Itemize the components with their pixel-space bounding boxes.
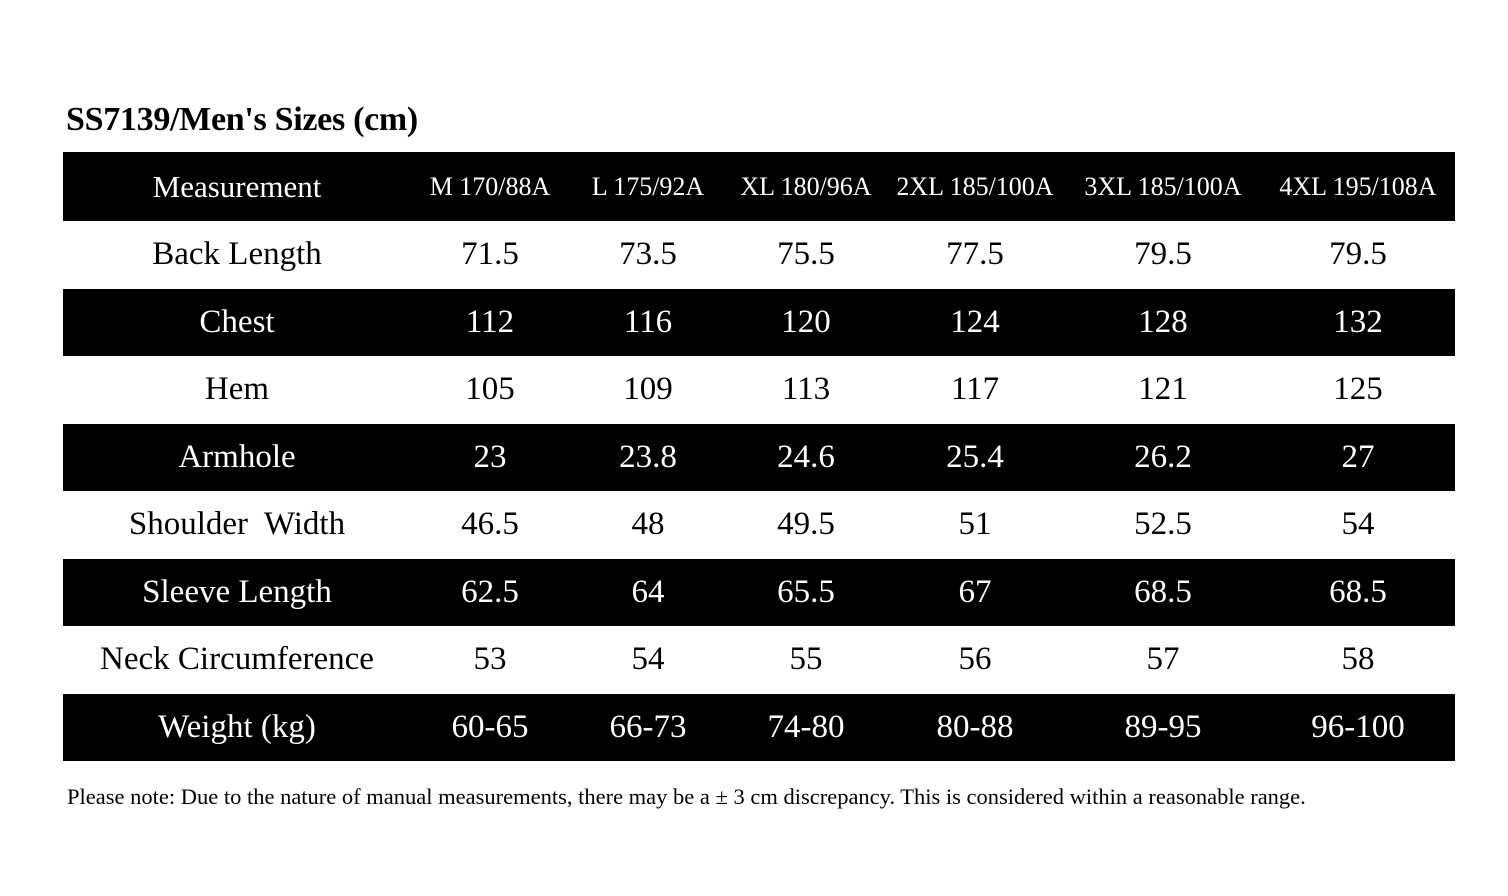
table-cell: 62.5 xyxy=(461,573,519,610)
table-row: Hem 105 109 113 117 121 125 xyxy=(63,356,1455,424)
column-header-size-3xl: 3XL 185/100A xyxy=(1084,171,1242,201)
table-cell: 73.5 xyxy=(619,236,677,273)
table-cell: 23.8 xyxy=(619,438,677,475)
table-cell: 64 xyxy=(631,573,665,610)
row-label: Armhole xyxy=(178,438,296,475)
table-cell: 77.5 xyxy=(946,236,1004,273)
table-cell: 46.5 xyxy=(461,506,519,543)
row-label: Sleeve Length xyxy=(142,573,332,610)
table-cell: 49.5 xyxy=(777,506,835,543)
table-cell: 124 xyxy=(950,303,1000,340)
table-cell: 25.4 xyxy=(946,438,1004,475)
table-cell: 121 xyxy=(1138,371,1188,408)
size-chart-table: Measurement M 170/88A L 175/92A XL 180/9… xyxy=(63,152,1455,761)
table-row: Shoulder Width 46.5 48 49.5 51 52.5 54 xyxy=(63,491,1455,559)
row-label: Chest xyxy=(199,303,275,340)
table-cell: 71.5 xyxy=(461,236,519,273)
table-cell: 75.5 xyxy=(777,236,835,273)
table-cell: 120 xyxy=(781,303,831,340)
table-row: Sleeve Length 62.5 64 65.5 67 68.5 68.5 xyxy=(63,558,1455,626)
table-cell: 58 xyxy=(1341,641,1375,678)
column-header-size-l: L 175/92A xyxy=(591,171,705,201)
table-cell: 27 xyxy=(1341,438,1375,475)
column-header-size-2xl: 2XL 185/100A xyxy=(896,171,1054,201)
column-header-size-4xl: 4XL 195/108A xyxy=(1279,171,1437,201)
table-cell: 52.5 xyxy=(1134,506,1192,543)
table-cell: 57 xyxy=(1146,641,1180,678)
row-label: Hem xyxy=(204,371,270,408)
table-row: Chest 112 116 120 124 128 132 xyxy=(63,288,1455,356)
row-label: Shoulder Width xyxy=(128,506,346,543)
table-cell: 128 xyxy=(1138,303,1188,340)
table-cell: 132 xyxy=(1333,303,1383,340)
table-cell: 96-100 xyxy=(1311,708,1405,745)
table-cell: 56 xyxy=(958,641,992,678)
table-cell: 51 xyxy=(958,506,992,543)
table-cell: 48 xyxy=(631,506,665,543)
measurement-note: Please note: Due to the nature of manual… xyxy=(67,784,1306,809)
row-label: Back Length xyxy=(152,236,322,273)
table-cell: 68.5 xyxy=(1134,573,1192,610)
table-row: Neck Circumference 53 54 55 56 57 58 xyxy=(63,626,1455,694)
table-cell: 54 xyxy=(631,641,665,678)
table-cell: 80-88 xyxy=(936,708,1014,745)
table-cell: 109 xyxy=(623,371,673,408)
table-cell: 66-73 xyxy=(609,708,687,745)
table-cell: 79.5 xyxy=(1134,236,1192,273)
table-row: Weight (kg) 60-65 66-73 74-80 80-88 89-9… xyxy=(63,693,1455,761)
table-cell: 79.5 xyxy=(1329,236,1387,273)
table-row: Armhole 23 23.8 24.6 25.4 26.2 27 xyxy=(63,423,1455,491)
table-cell: 68.5 xyxy=(1329,573,1387,610)
table-cell: 89-95 xyxy=(1124,708,1202,745)
table-cell: 65.5 xyxy=(777,573,835,610)
table-cell: 113 xyxy=(781,371,831,408)
table-cell: 26.2 xyxy=(1134,438,1192,475)
table-cell: 53 xyxy=(473,641,507,678)
column-header-size-m: M 170/88A xyxy=(429,171,551,201)
table-cell: 116 xyxy=(623,303,673,340)
table-cell: 54 xyxy=(1341,506,1375,543)
row-label: Weight (kg) xyxy=(158,708,316,745)
table-cell: 60-65 xyxy=(451,708,529,745)
table-row: Back Length 71.5 73.5 75.5 77.5 79.5 79.… xyxy=(63,221,1455,289)
table-cell: 55 xyxy=(789,641,823,678)
column-header-size-xl: XL 180/96A xyxy=(740,171,872,201)
table-cell: 117 xyxy=(950,371,1000,408)
table-cell: 105 xyxy=(465,371,515,408)
table-cell: 23 xyxy=(473,438,507,475)
table-cell: 125 xyxy=(1333,371,1383,408)
column-header-measurement: Measurement xyxy=(152,168,322,204)
table-header-row: Measurement M 170/88A L 175/92A XL 180/9… xyxy=(63,152,1455,221)
table-cell: 24.6 xyxy=(777,438,835,475)
page-title: SS7139/Men's Sizes (cm) xyxy=(66,101,418,138)
row-label: Neck Circumference xyxy=(100,641,374,678)
table-cell: 74-80 xyxy=(767,708,845,745)
table-cell: 112 xyxy=(465,303,515,340)
table-cell: 67 xyxy=(958,573,992,610)
